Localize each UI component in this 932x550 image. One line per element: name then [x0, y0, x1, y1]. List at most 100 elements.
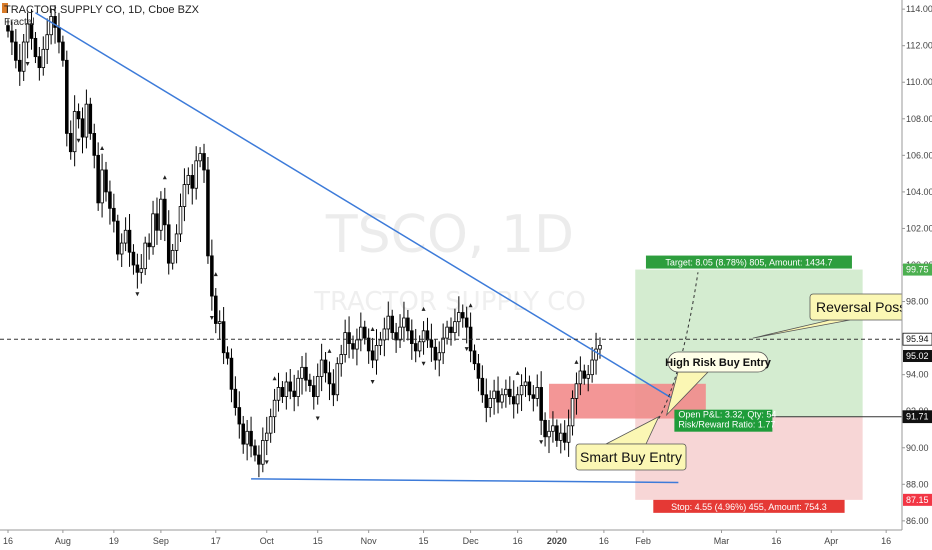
candle-body: [304, 366, 308, 381]
candle-body: [480, 377, 485, 396]
risk-reward-label: Risk/Reward Ratio: 1.77: [678, 420, 775, 430]
fractal-down-marker: [135, 292, 140, 297]
candle-body: [53, 16, 57, 28]
price-tick-label: 86.00: [906, 516, 929, 526]
time-axis-bg: [0, 530, 902, 550]
fractal-up-marker: [468, 303, 473, 308]
time-tick-label: Apr: [824, 536, 838, 546]
price-tick-label: 114.00: [906, 4, 932, 14]
time-tick-label: 16: [771, 536, 781, 546]
candle-body: [339, 354, 344, 365]
callout-smart-buy: Smart Buy Entry: [580, 449, 682, 465]
candle-body: [558, 432, 563, 441]
candle-body: [84, 103, 89, 138]
candle-body: [598, 345, 602, 350]
candle-body: [488, 398, 492, 408]
chart-title[interactable]: TRACTOR SUPPLY CO, 1D, Cboe BZX: [4, 4, 200, 16]
candle-body: [123, 229, 128, 244]
candle-body: [460, 312, 465, 319]
time-tick-label: Feb: [635, 536, 651, 546]
candle-body: [370, 350, 375, 361]
candle-body: [449, 326, 453, 334]
target-label-bg: [645, 255, 852, 269]
target-label: Target: 8.05 (8.78%) 805, Amount: 1434.7: [665, 258, 832, 268]
candle-body: [6, 25, 10, 32]
candle-body: [547, 430, 551, 438]
candle-body: [284, 381, 289, 397]
pnl-bg: [674, 409, 773, 432]
candle-body: [115, 220, 120, 255]
candle-body: [296, 377, 300, 397]
fractal-down-marker: [370, 379, 375, 384]
fractal-up-marker: [515, 370, 520, 375]
candle-body: [421, 330, 426, 343]
candle-body: [586, 374, 590, 379]
candle-body: [390, 315, 394, 334]
price-label-bg: [903, 493, 932, 506]
indicator-legend[interactable]: Fractal: [4, 17, 35, 28]
candle-body: [210, 255, 214, 297]
time-axis[interactable]: 16 Aug 19 Sep 17 Oct 15 Nov 15 Dec 16 2020 16 Feb Mar 1…: [0, 529, 902, 550]
candle-body: [402, 317, 406, 328]
candle-body: [555, 425, 559, 441]
time-tick-label: 15: [313, 536, 323, 546]
candle-body: [288, 381, 293, 392]
price-tick-label: 94.00: [906, 370, 929, 380]
candle-body: [29, 23, 34, 39]
candle-body: [429, 339, 434, 348]
price-label: 95.02: [906, 351, 929, 361]
fractal-up-marker: [327, 348, 332, 353]
candle-body: [425, 330, 430, 341]
callouts: High Risk Buy Entry Smart Buy Entry Revers…: [575, 293, 928, 471]
candle-body: [355, 339, 359, 350]
candle-body: [10, 30, 14, 43]
candle-body: [206, 169, 210, 257]
candle-body: [155, 213, 159, 231]
candle-body: [566, 425, 571, 443]
support-line: [251, 478, 679, 484]
candle-body: [445, 326, 449, 339]
price-axis[interactable]: 86.0088.0090.0092.0094.0096.0098.00100.0…: [901, 0, 932, 550]
candle-body: [225, 352, 230, 359]
candle-body: [539, 387, 543, 421]
candle-body: [104, 169, 108, 193]
fractal-up-marker: [574, 359, 579, 364]
candle-body: [276, 387, 281, 401]
candle-body: [25, 23, 30, 43]
candle-body: [351, 343, 355, 350]
drawn-lines: [0, 12, 902, 484]
candle-body: [417, 341, 422, 352]
candle-body: [45, 34, 49, 50]
candle-body: [61, 41, 65, 61]
candle-body: [159, 198, 163, 231]
time-tick-label: 2020: [547, 536, 567, 546]
candle-body: [315, 376, 320, 397]
callout-reversal: Reversal Possible: [816, 299, 928, 315]
price-tick-label: 108.00: [906, 114, 932, 124]
candle-body: [245, 430, 249, 445]
candle-body: [386, 315, 391, 330]
candle-body: [96, 154, 100, 204]
price-label: 99.75: [906, 265, 929, 275]
candle-body: [253, 445, 257, 456]
candle-body: [504, 388, 508, 396]
candle-body: [147, 242, 151, 248]
candle-body: [272, 399, 277, 418]
candle-body: [531, 394, 536, 399]
candle-body: [214, 295, 218, 324]
watermark-name: TRACTOR SUPPLY CO: [313, 287, 586, 317]
candle-body: [41, 48, 46, 69]
candle-body: [543, 419, 547, 438]
candle-body: [519, 385, 524, 396]
time-tick-label: 16: [3, 536, 13, 546]
candle-body: [582, 370, 587, 379]
price-label: 95.94: [906, 334, 929, 344]
candle-body: [594, 348, 598, 361]
fractal-down-marker: [421, 361, 426, 366]
candle-body: [484, 394, 489, 408]
candle-body: [151, 213, 155, 248]
callout-smart-buy-bg: [575, 443, 687, 471]
candle-body: [57, 27, 61, 43]
price-label-bg: [903, 410, 932, 423]
